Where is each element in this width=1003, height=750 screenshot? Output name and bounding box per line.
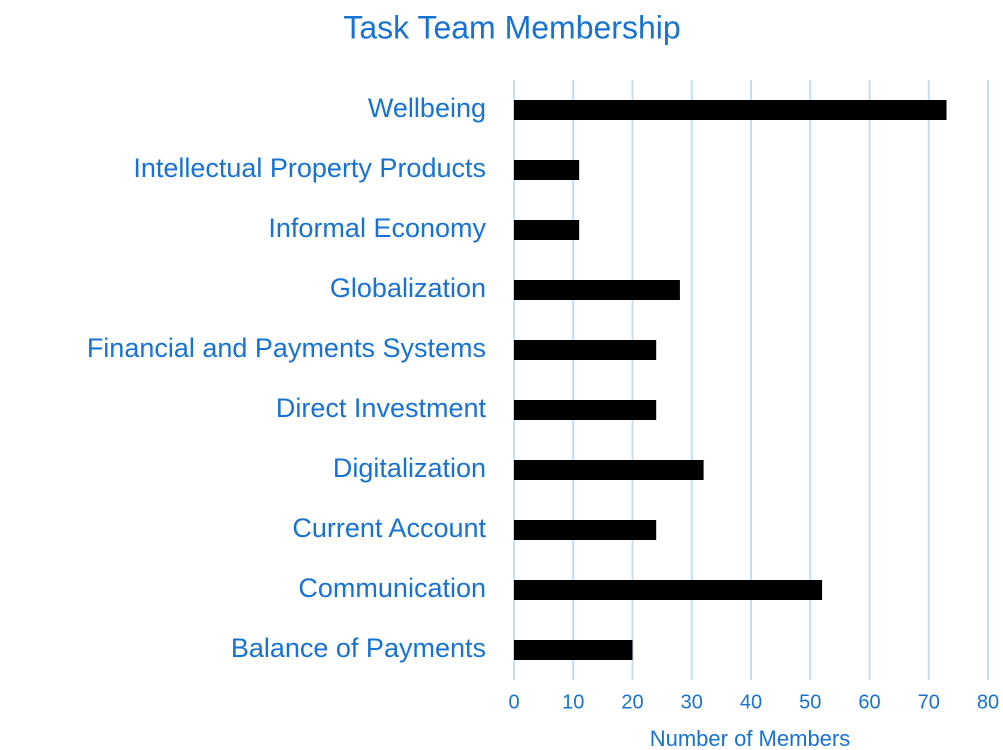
y-tick-label: Current Account xyxy=(292,513,486,543)
y-tick-label: Globalization xyxy=(330,273,486,303)
x-tick-label: 40 xyxy=(740,691,762,713)
bar xyxy=(514,340,657,360)
y-tick-label: Wellbeing xyxy=(368,93,486,123)
bar xyxy=(514,580,823,600)
x-tick-label: 70 xyxy=(918,691,940,713)
x-tick-label: 0 xyxy=(508,691,519,713)
bar xyxy=(514,160,580,180)
x-tick-label: 20 xyxy=(621,691,643,713)
x-axis-label: Number of Members xyxy=(650,726,851,750)
y-tick-label: Direct Investment xyxy=(276,393,487,423)
x-tick-label: 10 xyxy=(562,691,584,713)
y-tick-label: Communication xyxy=(298,573,486,603)
chart-title: Task Team Membership xyxy=(343,9,680,45)
y-tick-label: Financial and Payments Systems xyxy=(87,333,486,363)
y-tick-label: Intellectual Property Products xyxy=(133,153,486,183)
x-tick-label: 30 xyxy=(681,691,703,713)
x-tick-label: 50 xyxy=(799,691,821,713)
bar xyxy=(514,220,580,240)
bar xyxy=(514,640,633,660)
x-tick-label: 60 xyxy=(858,691,880,713)
bar xyxy=(514,400,657,420)
bar xyxy=(514,460,704,480)
y-tick-label: Informal Economy xyxy=(268,213,486,243)
bar xyxy=(514,280,680,300)
bar xyxy=(514,100,947,120)
bar xyxy=(514,520,657,540)
x-tick-label: 80 xyxy=(977,691,999,713)
y-tick-label: Balance of Payments xyxy=(231,633,486,663)
y-tick-label: Digitalization xyxy=(333,453,486,483)
